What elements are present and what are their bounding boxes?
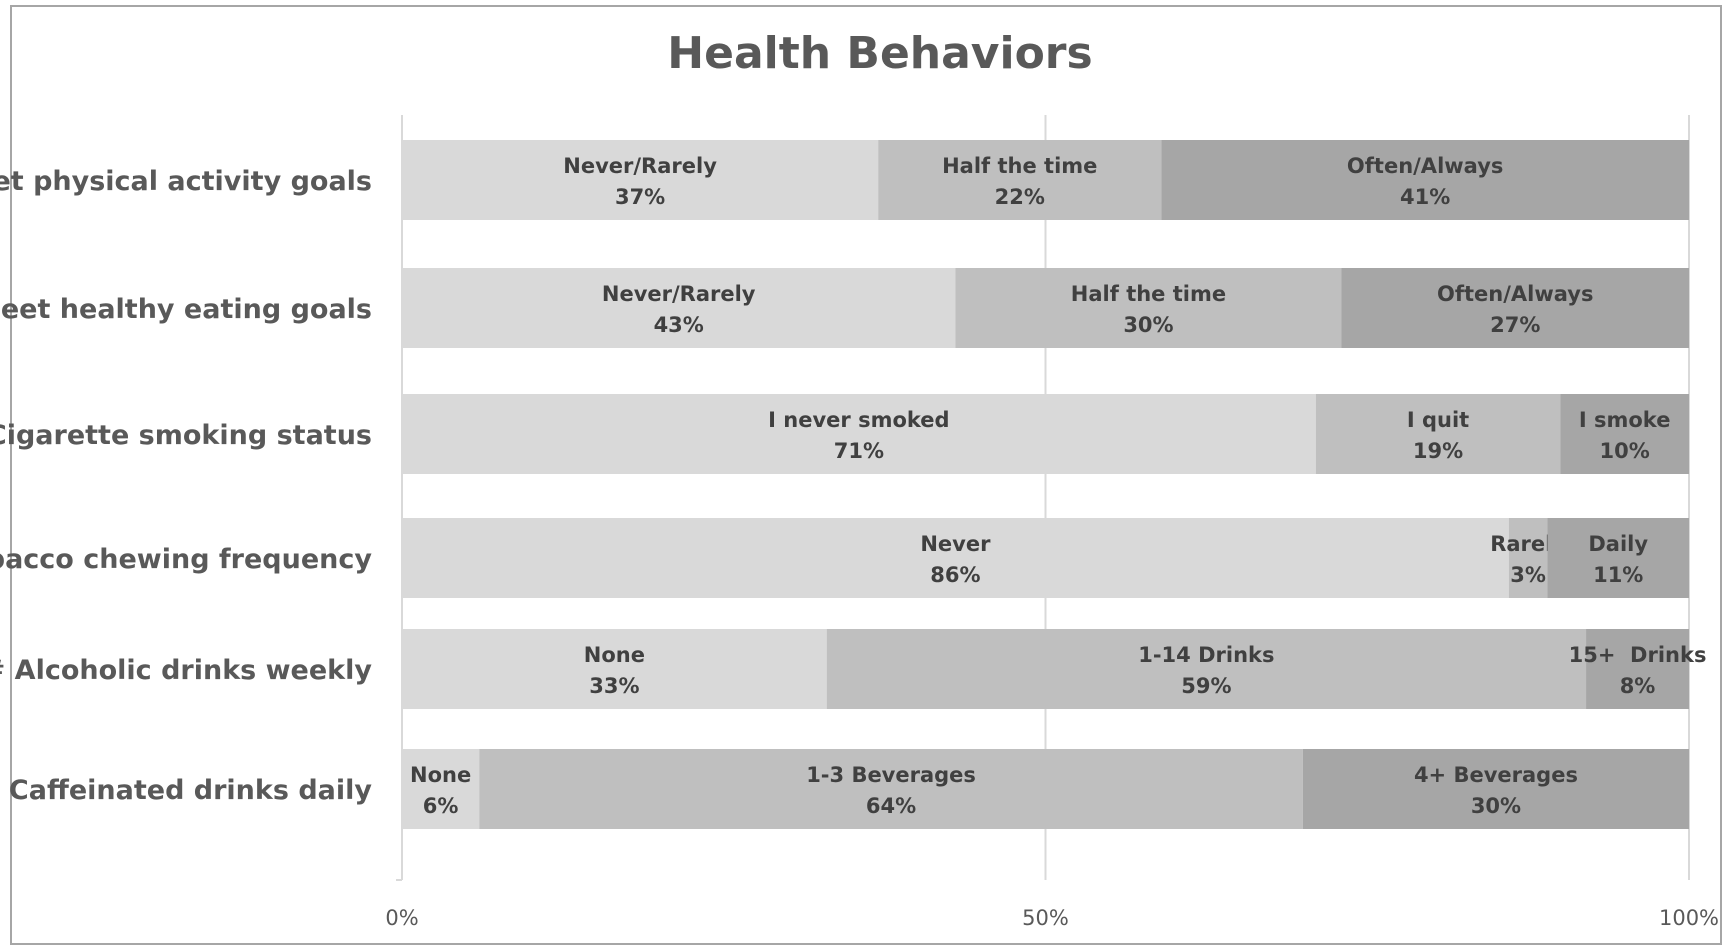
segment-category-label: 1-3 Beverages: [806, 763, 976, 787]
category-label: Cigarette smoking status: [0, 420, 372, 451]
segment-category-label: 4+ Beverages: [1414, 763, 1578, 787]
bar-segment: [1586, 629, 1689, 709]
segment-category-label: Often/Always: [1437, 282, 1593, 306]
segment-value-label: 6%: [423, 794, 459, 818]
segment-value-label: 8%: [1620, 674, 1656, 698]
bars: Never/Rarely 37% Half the time 22% Often/Alw…: [402, 140, 1706, 829]
segment-value-label: 86%: [930, 563, 980, 587]
segment-category-label: I quit: [1407, 408, 1469, 432]
segment-category-label: 15+ Drinks: [1569, 643, 1707, 667]
x-tick-label: 50%: [1022, 906, 1069, 930]
segment-category-label: Never: [920, 532, 991, 556]
segment-category-label: Never/Rarely: [602, 282, 756, 306]
category-label: Meet physical activity goals: [0, 166, 372, 197]
segment-value-label: 71%: [834, 439, 884, 463]
segment-value-label: 11%: [1593, 563, 1643, 587]
bar-segment: [878, 140, 1162, 220]
segment-category-label: 1-14 Drinks: [1138, 643, 1274, 667]
category-label: # Alcoholic drinks weekly: [0, 655, 372, 686]
category-label: Meet healthy eating goals: [0, 294, 372, 325]
bar-segment: [402, 749, 480, 829]
bar-segment: [402, 518, 1509, 598]
bar-segment: [1302, 749, 1689, 829]
segment-category-label: None: [584, 643, 645, 667]
bar-segment: [1161, 140, 1689, 220]
segment-value-label: 3%: [1510, 563, 1546, 587]
segment-value-label: 43%: [654, 313, 704, 337]
segment-value-label: 30%: [1471, 794, 1521, 818]
category-labels: Meet physical activity goals Meet healthy…: [0, 166, 372, 806]
segment-value-label: 33%: [589, 674, 639, 698]
segment-value-label: 22%: [995, 185, 1045, 209]
segment-value-label: 64%: [866, 794, 916, 818]
bar-segment: [402, 629, 827, 709]
segment-value-label: 37%: [615, 185, 665, 209]
segment-category-label: None: [410, 763, 471, 787]
bar-segment: [402, 140, 879, 220]
bar-segment: [1315, 394, 1561, 474]
segment-value-label: 30%: [1123, 313, 1173, 337]
x-tick-label: 100%: [1659, 906, 1719, 930]
segment-category-label: Half the time: [1071, 282, 1226, 306]
bar-segment: [479, 749, 1303, 829]
segment-category-label: Often/Always: [1347, 154, 1503, 178]
bar-segment: [826, 629, 1587, 709]
segment-value-label: 19%: [1413, 439, 1463, 463]
segment-value-label: 59%: [1181, 674, 1231, 698]
x-axis-ticks: 0% 50% 100%: [385, 906, 1719, 930]
segment-category-label: Daily: [1588, 532, 1648, 556]
bar-segment: [1547, 518, 1689, 598]
segment-value-label: 10%: [1600, 439, 1650, 463]
chart-title: Health Behaviors: [667, 28, 1092, 79]
bar-segment: [1560, 394, 1689, 474]
segment-value-label: 27%: [1490, 313, 1540, 337]
segment-category-label: I smoke: [1579, 408, 1671, 432]
bar-segment: [955, 268, 1342, 348]
x-tick-label: 0%: [385, 906, 418, 930]
segment-category-label: I never smoked: [768, 408, 949, 432]
bar-segment: [402, 268, 956, 348]
segment-category-label: Never/Rarely: [563, 154, 717, 178]
category-label: Tobacco chewing frequency: [0, 544, 372, 575]
bar-segment: [1508, 518, 1548, 598]
segment-value-label: 41%: [1400, 185, 1450, 209]
bar-segment: [402, 394, 1316, 474]
segment-category-label: Half the time: [942, 154, 1097, 178]
bar-segment: [1341, 268, 1689, 348]
category-label: # Caffeinated drinks daily: [0, 775, 372, 806]
